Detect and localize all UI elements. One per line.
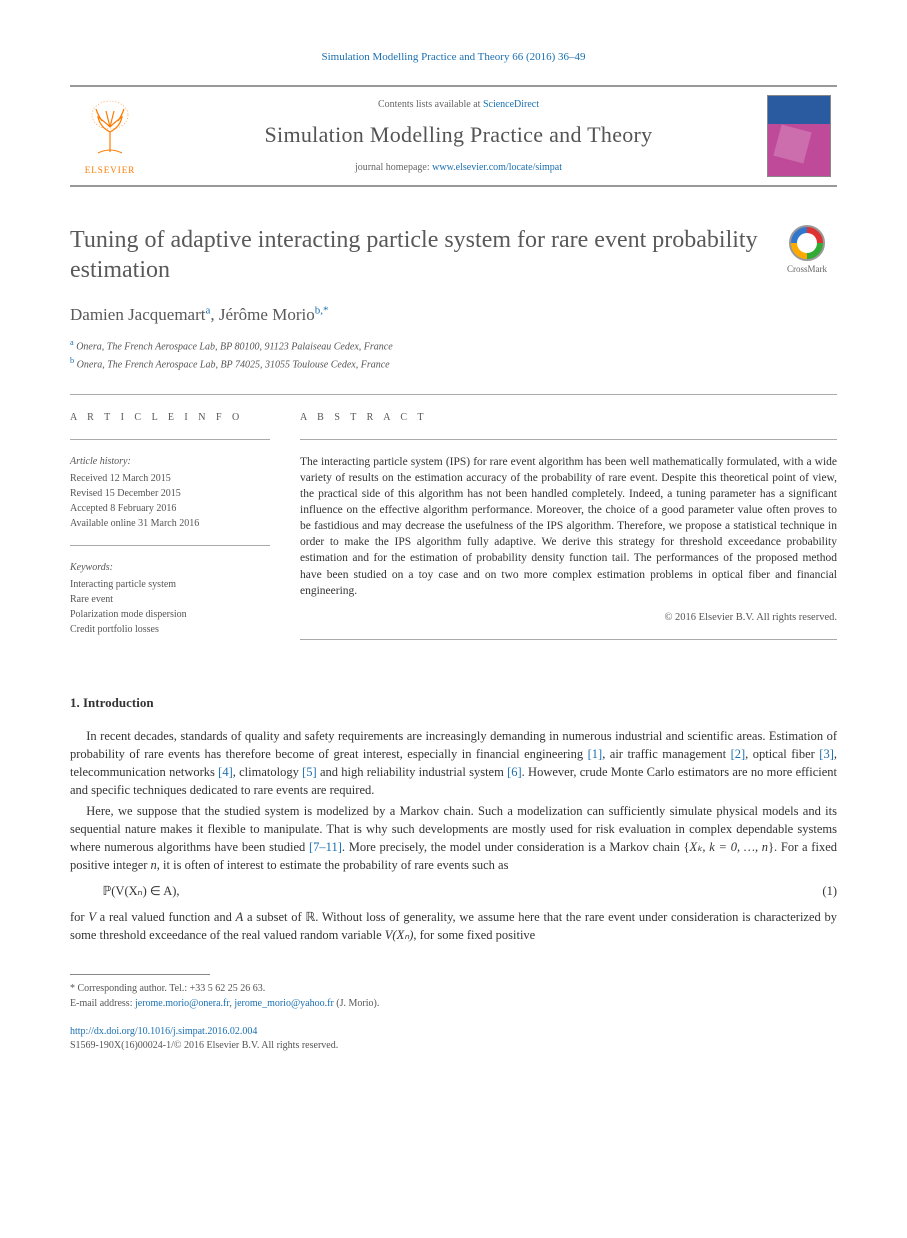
elsevier-label: ELSEVIER (70, 164, 150, 177)
article-history-block: Article history: Received 12 March 2015 … (70, 454, 270, 531)
journal-cover-thumbnail (767, 95, 831, 177)
p3-frag: for (70, 910, 88, 924)
p3-frag: a real valued function and (96, 910, 236, 924)
equation-1: ℙ(V(Xₙ) ∈ A), (1) (70, 883, 837, 901)
keyword: Credit portfolio losses (70, 622, 270, 637)
crossmark-label: CrossMark (787, 264, 827, 274)
journal-homepage-line: journal homepage: www.elsevier.com/locat… (160, 161, 757, 175)
article-info-col: A R T I C L E I N F O Article history: R… (70, 411, 270, 655)
publisher-logo-col: ELSEVIER (70, 97, 150, 177)
author-1-name: Damien Jacquemart (70, 305, 205, 324)
affiliation-a: a Onera, The French Aerospace Lab, BP 80… (70, 337, 837, 354)
abstract-divider (300, 439, 837, 440)
intro-para-2: Here, we suppose that the studied system… (70, 802, 837, 875)
authors-line: Damien Jacquemarta, Jérôme Moriob,* (70, 303, 837, 327)
p2-frag: . More precisely, the model under consid… (342, 840, 690, 854)
VXn-var: V(Xₙ) (385, 928, 414, 942)
V-var: V (88, 910, 96, 924)
abstract-divider-bottom (300, 639, 837, 640)
abstract-col: A B S T R A C T The interacting particle… (300, 411, 837, 655)
history-line: Received 12 March 2015 (70, 471, 270, 486)
abstract-text: The interacting particle system (IPS) fo… (300, 454, 837, 599)
elsevier-tree-icon (80, 97, 140, 157)
keyword: Interacting particle system (70, 577, 270, 592)
p1-frag: , air traffic management (602, 747, 730, 761)
ref-2-link[interactable]: [2] (731, 747, 746, 761)
crossmark-icon (789, 225, 825, 261)
crossmark-badge[interactable]: CrossMark (777, 225, 837, 276)
info-divider-1 (70, 439, 270, 440)
markov-chain-notation: Xₖ, k = 0, …, n (689, 840, 768, 854)
email-who: (J. Morio). (334, 998, 380, 1009)
sciencedirect-link[interactable]: ScienceDirect (483, 99, 539, 110)
journal-header: ELSEVIER Contents lists available at Sci… (70, 85, 837, 187)
equation-1-body: ℙ(V(Xₙ) ∈ A), (103, 883, 798, 901)
history-line: Available online 31 March 2016 (70, 516, 270, 531)
info-divider-2 (70, 545, 270, 546)
journal-homepage-link[interactable]: www.elsevier.com/locate/simpat (432, 162, 562, 173)
article-title: Tuning of adaptive interacting particle … (70, 225, 767, 285)
ref-4-link[interactable]: [4] (218, 765, 233, 779)
journal-title-col: Contents lists available at ScienceDirec… (150, 98, 767, 175)
p1-frag: , climatology (233, 765, 302, 779)
p1-frag: and high reliability industrial system (317, 765, 507, 779)
footnote-rule (70, 974, 210, 975)
ref-3-link[interactable]: [3] (819, 747, 834, 761)
doi-link[interactable]: http://dx.doi.org/10.1016/j.simpat.2016.… (70, 1025, 837, 1039)
section-1-heading: 1. Introduction (70, 694, 837, 712)
equation-1-number: (1) (797, 883, 837, 901)
email-label: E-mail address: (70, 998, 135, 1009)
intro-para-1: In recent decades, standards of quality … (70, 727, 837, 800)
keywords-block: Keywords: Interacting particle system Ra… (70, 560, 270, 637)
intro-para-3: for V a real valued function and A a sub… (70, 908, 837, 944)
journal-name: Simulation Modelling Practice and Theory (160, 120, 757, 151)
history-label: Article history: (70, 454, 270, 469)
keywords-label: Keywords: (70, 560, 270, 575)
ref-5-link[interactable]: [5] (302, 765, 317, 779)
abstract-copyright: © 2016 Elsevier B.V. All rights reserved… (300, 611, 837, 626)
contents-available-line: Contents lists available at ScienceDirec… (160, 98, 757, 112)
author-2-affil-sup: b, (315, 305, 323, 317)
keyword: Rare event (70, 592, 270, 607)
affiliation-b: b Onera, The French Aerospace Lab, BP 74… (70, 355, 837, 372)
running-head: Simulation Modelling Practice and Theory… (70, 50, 837, 65)
affiliations-block: a Onera, The French Aerospace Lab, BP 80… (70, 337, 837, 372)
affiliation-a-text: Onera, The French Aerospace Lab, BP 8010… (76, 342, 392, 353)
author-sep: , (210, 305, 219, 324)
email-line: E-mail address: jerome.morio@onera.fr, j… (70, 996, 837, 1011)
homepage-prefix: journal homepage: (355, 162, 432, 173)
history-line: Revised 15 December 2015 (70, 486, 270, 501)
issn-copyright: S1569-190X(16)00024-1/© 2016 Elsevier B.… (70, 1039, 837, 1053)
email-2-link[interactable]: jerome_morio@yahoo.fr (234, 998, 333, 1009)
affiliation-b-text: Onera, The French Aerospace Lab, BP 7402… (77, 359, 390, 370)
corresponding-author-note: * Corresponding author. Tel.: +33 5 62 2… (70, 981, 837, 996)
article-info-heading: A R T I C L E I N F O (70, 411, 270, 425)
corresponding-asterisk: * (323, 305, 329, 317)
ref-1-link[interactable]: [1] (588, 747, 603, 761)
divider-top (70, 394, 837, 395)
history-line: Accepted 8 February 2016 (70, 501, 270, 516)
author-2-name: Jérôme Morio (219, 305, 315, 324)
journal-cover-col (767, 95, 837, 177)
p1-frag: , optical fiber (745, 747, 819, 761)
abstract-heading: A B S T R A C T (300, 411, 837, 425)
ref-7-11-link[interactable]: [7–11] (309, 840, 342, 854)
contents-prefix: Contents lists available at (378, 99, 483, 110)
footnotes-block: * Corresponding author. Tel.: +33 5 62 2… (70, 981, 837, 1011)
ref-6-link[interactable]: [6] (507, 765, 522, 779)
p2-frag: , it is often of interest to estimate th… (157, 858, 509, 872)
p3-frag: , for some fixed positive (413, 928, 535, 942)
email-1-link[interactable]: jerome.morio@onera.fr (135, 998, 229, 1009)
keyword: Polarization mode dispersion (70, 607, 270, 622)
